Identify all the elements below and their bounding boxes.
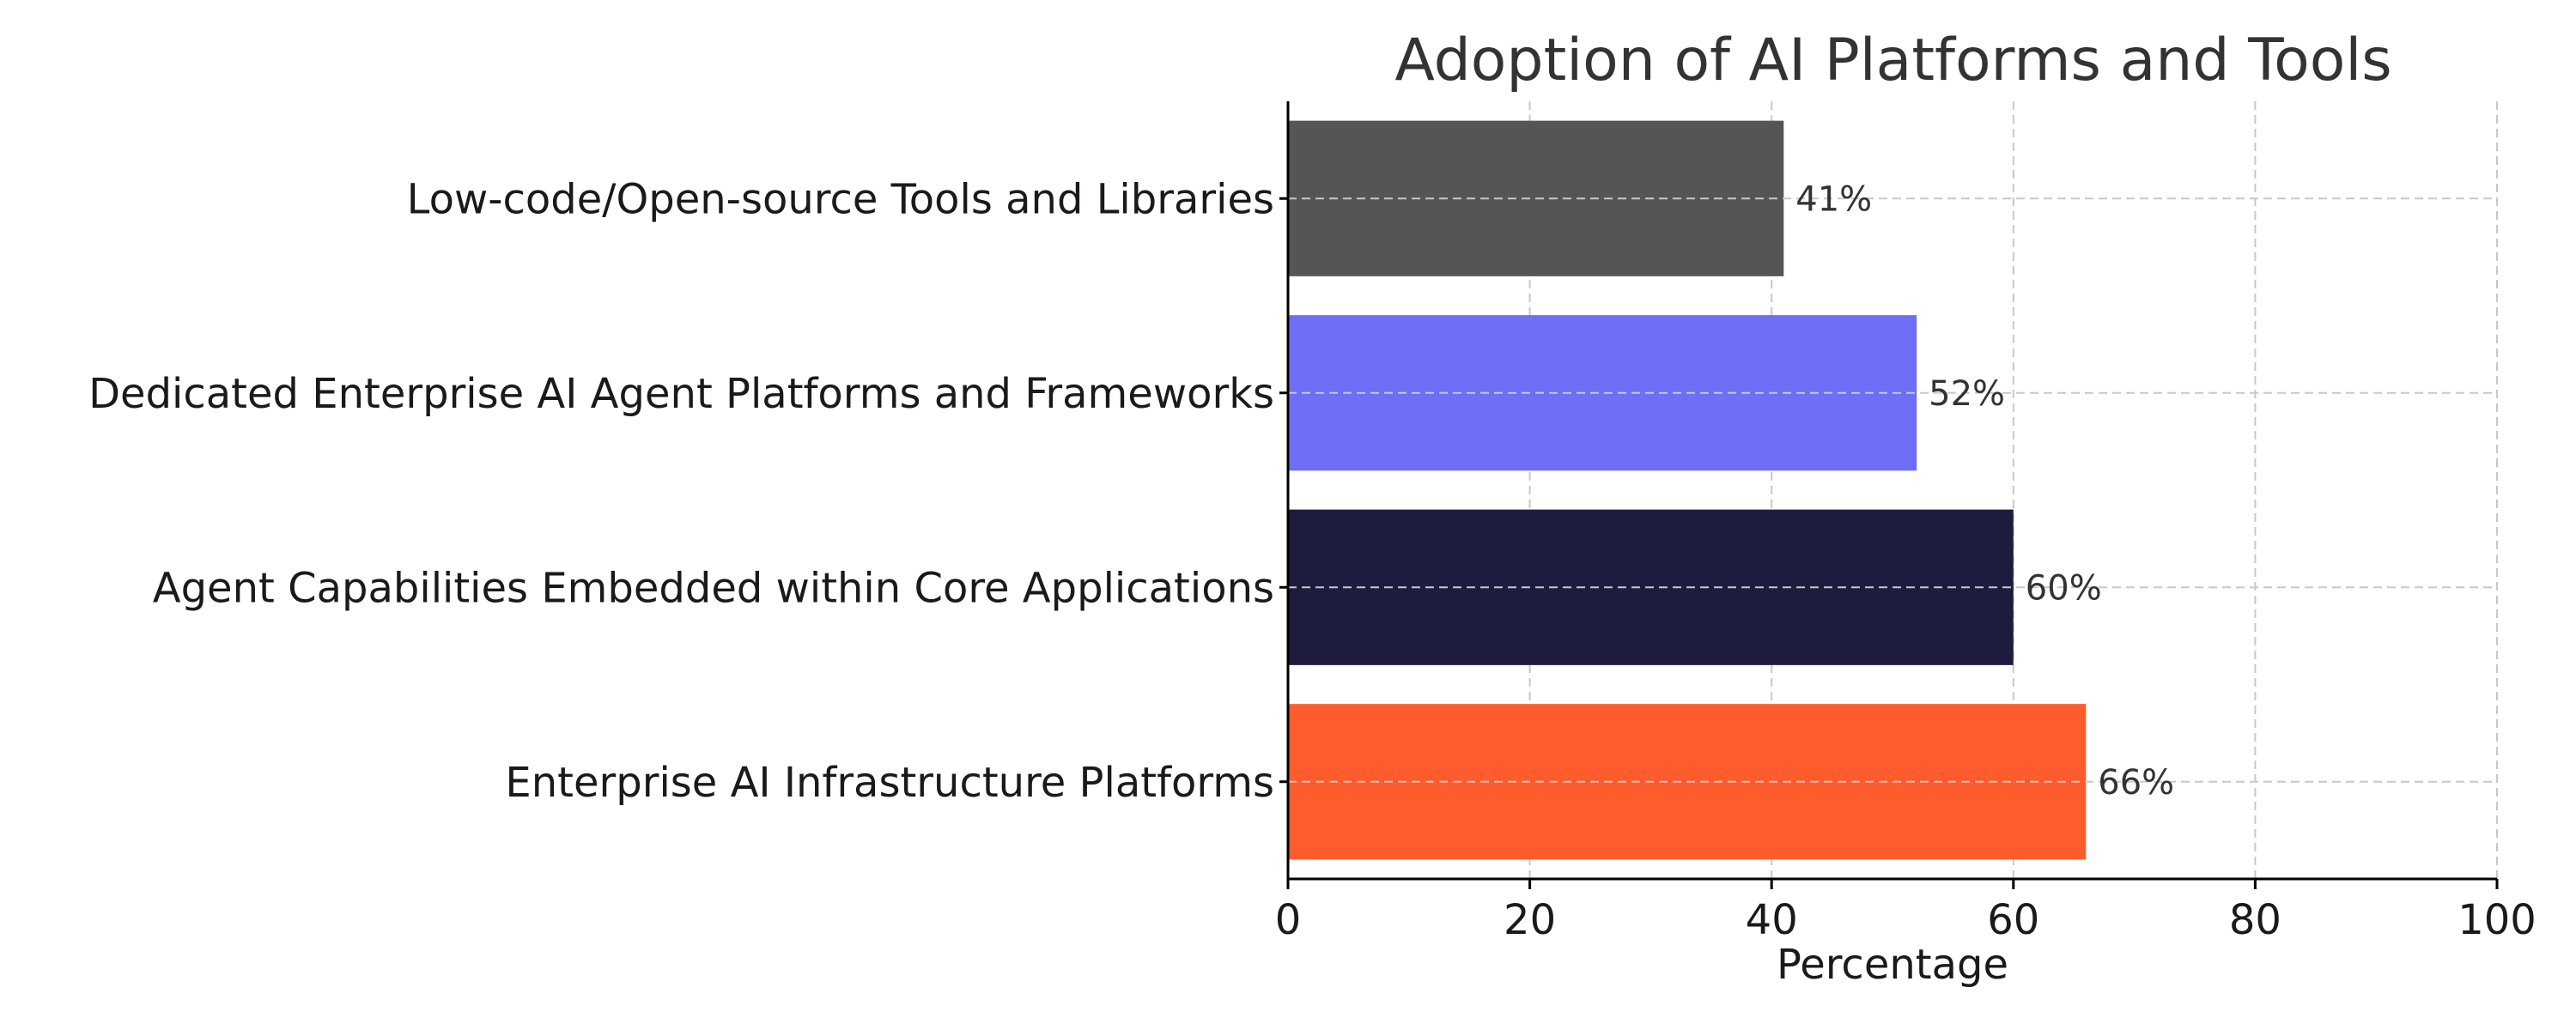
chart-title: Adoption of AI Platforms and Tools	[1394, 27, 2391, 94]
value-label: 41%	[1795, 179, 1872, 219]
x-tick-label: 80	[2229, 896, 2281, 944]
labels: 66% Enterprise AI Infrastructure Platform…	[88, 175, 2174, 807]
x-tick-label: 0	[1275, 896, 1302, 944]
bars	[1288, 120, 2087, 860]
x-axis-title: Percentage	[1777, 941, 2008, 989]
x-tick-label: 60	[1987, 896, 2039, 944]
x-tick-label: 20	[1504, 896, 1556, 944]
value-label: 52%	[1929, 374, 2005, 414]
category-label: Enterprise AI Infrastructure Platforms	[505, 759, 1274, 807]
x-tick-label: 100	[2458, 896, 2537, 944]
category-label: Agent Capabilities Embedded within Core …	[153, 564, 1274, 612]
bar-2	[1288, 315, 1917, 471]
x-tick-label: 40	[1746, 896, 1798, 944]
category-label: Low-code/Open-source Tools and Libraries	[407, 175, 1274, 223]
value-label: 60%	[2026, 568, 2102, 608]
category-label: Dedicated Enterprise AI Agent Platforms …	[88, 370, 1274, 418]
x-axis-ticks: 0 20 40 60 80 100	[1275, 197, 2537, 944]
value-label: 66%	[2098, 763, 2174, 803]
